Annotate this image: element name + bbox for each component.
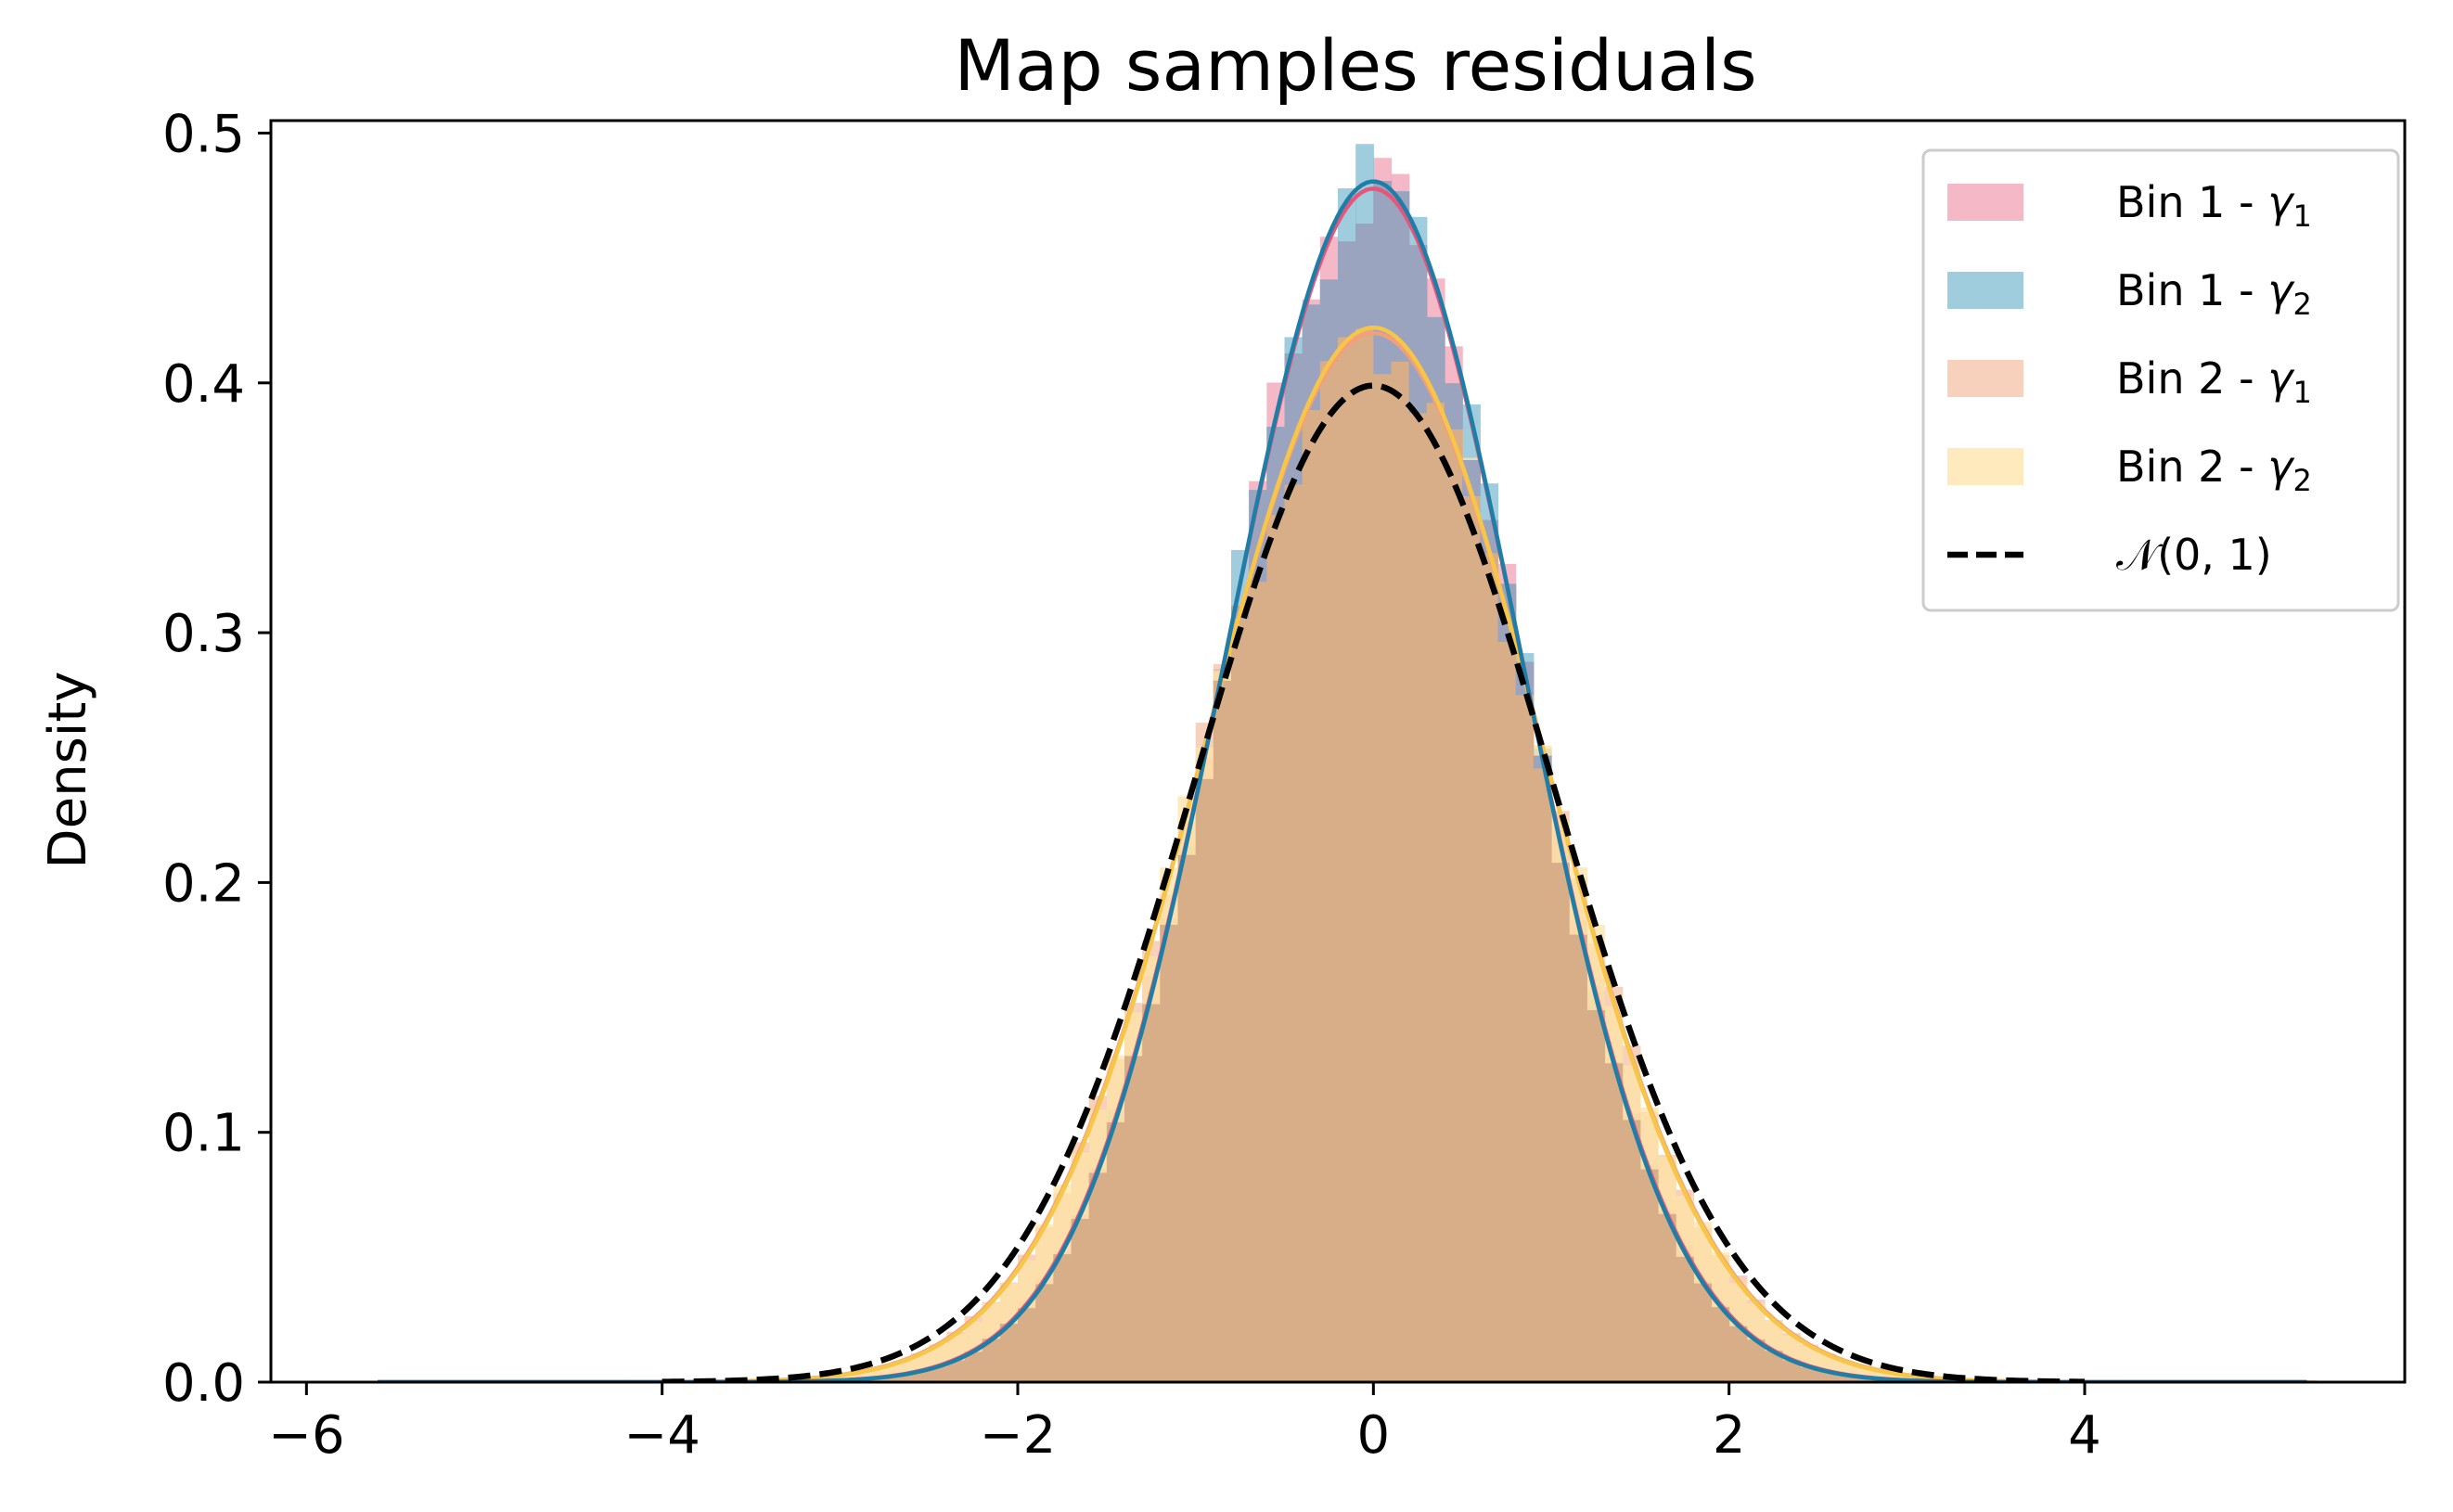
normal-pdf-line bbox=[661, 382, 2086, 1382]
legend-swatch bbox=[1947, 448, 2023, 485]
hist-peak-overlap-bar bbox=[1373, 181, 1393, 375]
legend-label: Bin 2 - γ2 bbox=[2116, 442, 2312, 498]
legend-swatch bbox=[1947, 360, 2023, 397]
hist-overlap-bar bbox=[1071, 1218, 1090, 1382]
hist-overlap-bar bbox=[893, 1375, 912, 1382]
hist-overlap-bar bbox=[1800, 1366, 1819, 1382]
hist-overlap-bar bbox=[1604, 1063, 1624, 1382]
axes-frame bbox=[269, 119, 2407, 1384]
plot-content bbox=[378, 144, 2317, 1382]
hist-overlap-bar bbox=[1569, 934, 1587, 1382]
hist-overlap-bar bbox=[1266, 515, 1286, 1382]
x-tick-label: 2 bbox=[1713, 1405, 1746, 1466]
hist-overlap-bar bbox=[1160, 924, 1179, 1382]
hist-overlap-bar bbox=[964, 1352, 983, 1382]
y-tick-label: 0.2 bbox=[162, 853, 245, 914]
y-tick-label: 0.4 bbox=[162, 354, 245, 415]
hist-overlap-bar bbox=[1249, 582, 1267, 1382]
hist-overlap-bar bbox=[999, 1324, 1019, 1382]
hist-overlap-bar bbox=[1462, 496, 1481, 1382]
hist-overlap-bar bbox=[1765, 1351, 1783, 1382]
hist-overlap-bar bbox=[1515, 695, 1535, 1382]
hist-overlap-bar bbox=[1533, 768, 1552, 1382]
legend-label: Bin 2 - γ1 bbox=[2116, 353, 2312, 410]
hist-overlap-bar bbox=[982, 1339, 1001, 1382]
hist-overlap-bar bbox=[1053, 1254, 1072, 1382]
hist-overlap-bar bbox=[1676, 1256, 1694, 1382]
hist-overlap-bar bbox=[1746, 1339, 1766, 1382]
hist-overlap-bar bbox=[1391, 362, 1410, 1382]
legend-box bbox=[1921, 148, 2400, 612]
hist-overlap-bar bbox=[1853, 1377, 1872, 1382]
hist-peak-overlap-bar bbox=[1338, 241, 1356, 338]
hist-overlap-bar bbox=[1213, 680, 1232, 1382]
hist-overlap-bar bbox=[1018, 1308, 1036, 1382]
hist-overlap-bar bbox=[1658, 1213, 1676, 1382]
hist-peak-overlap-bar bbox=[1445, 383, 1463, 429]
hist-overlap-bar bbox=[929, 1366, 947, 1382]
hist-overlap-bar bbox=[1693, 1283, 1713, 1382]
histogram-overlap bbox=[520, 181, 2228, 1382]
y-tick-label: 0.0 bbox=[162, 1353, 245, 1414]
x-tick-label: 0 bbox=[1357, 1405, 1391, 1466]
legend: Bin 1 - γ1 Bin 1 - γ2 Bin 2 - γ1 Bin 2 - γ2… bbox=[1921, 148, 2400, 612]
hist-overlap-bar bbox=[1817, 1371, 1837, 1382]
hist-overlap-bar bbox=[1426, 403, 1445, 1382]
hist-overlap-bar bbox=[1319, 361, 1339, 1382]
hist-overlap-bar bbox=[1480, 553, 1499, 1382]
hist-overlap-bar bbox=[1106, 1121, 1125, 1382]
x-tick-label: −4 bbox=[623, 1405, 700, 1466]
hist-overlap-bar bbox=[1782, 1360, 1801, 1382]
hist-overlap-bar bbox=[1035, 1284, 1054, 1382]
x-tick-label: −2 bbox=[980, 1405, 1057, 1466]
legend-label: Bin 1 - γ1 bbox=[2116, 177, 2312, 234]
hist-overlap-bar bbox=[1284, 484, 1304, 1382]
x-tick-label: 4 bbox=[2068, 1405, 2101, 1466]
chart-title: Map samples residuals bbox=[954, 24, 1756, 107]
ticks: −6 −4 −2 0 2 4 0.0 0.1 0.2 0.3 0.4 0.5 bbox=[162, 104, 2101, 1466]
hist-overlap-bar bbox=[1088, 1172, 1108, 1382]
hist-overlap-bar bbox=[1586, 1009, 1606, 1382]
hist-overlap-bar bbox=[1195, 778, 1214, 1382]
hist-overlap-bar bbox=[1728, 1326, 1748, 1382]
hist-overlap-bar bbox=[1497, 642, 1517, 1382]
hist-overlap-bar bbox=[1445, 429, 1463, 1382]
hist-overlap-bar bbox=[911, 1371, 930, 1382]
hist-peak-overlap-bar bbox=[1391, 191, 1410, 363]
hist-overlap-bar bbox=[1177, 854, 1197, 1382]
legend-label: 𝒩(0, 1) bbox=[2116, 530, 2272, 580]
hist-overlap-bar bbox=[1551, 863, 1570, 1382]
hist-peak-overlap-bar bbox=[1319, 279, 1339, 362]
x-tick-label: −6 bbox=[268, 1405, 345, 1466]
hist-overlap-bar bbox=[1639, 1169, 1659, 1382]
hist-peak-overlap-bar bbox=[1408, 245, 1428, 414]
hist-overlap-bar bbox=[1142, 1004, 1161, 1382]
y-tick-label: 0.1 bbox=[162, 1104, 245, 1164]
hist-overlap-bar bbox=[1373, 374, 1393, 1382]
hist-overlap-bar bbox=[1835, 1375, 1855, 1382]
hist-overlap-bar bbox=[1231, 619, 1250, 1382]
hist-overlap-bar bbox=[946, 1360, 966, 1382]
hist-overlap-bar bbox=[1302, 410, 1321, 1382]
y-tick-label: 0.5 bbox=[162, 104, 245, 164]
legend-swatch bbox=[1947, 184, 2023, 221]
hist-overlap-bar bbox=[1124, 1056, 1143, 1382]
hist-overlap-bar bbox=[1711, 1307, 1730, 1382]
hist-peak-overlap-bar bbox=[1355, 224, 1374, 329]
hist-overlap-bar bbox=[1408, 413, 1428, 1382]
hist-overlap-bar bbox=[1622, 1120, 1641, 1382]
legend-swatch bbox=[1947, 272, 2023, 309]
hist-overlap-bar bbox=[1338, 337, 1356, 1382]
plot-area bbox=[378, 144, 2317, 1382]
y-axis-label: Density bbox=[38, 672, 98, 869]
hist-overlap-bar bbox=[875, 1377, 894, 1382]
y-tick-label: 0.3 bbox=[162, 604, 245, 664]
legend-label: Bin 1 - γ2 bbox=[2116, 265, 2312, 322]
hist-peak-overlap-bar bbox=[1426, 316, 1445, 404]
hist-overlap-bar bbox=[1355, 328, 1374, 1382]
